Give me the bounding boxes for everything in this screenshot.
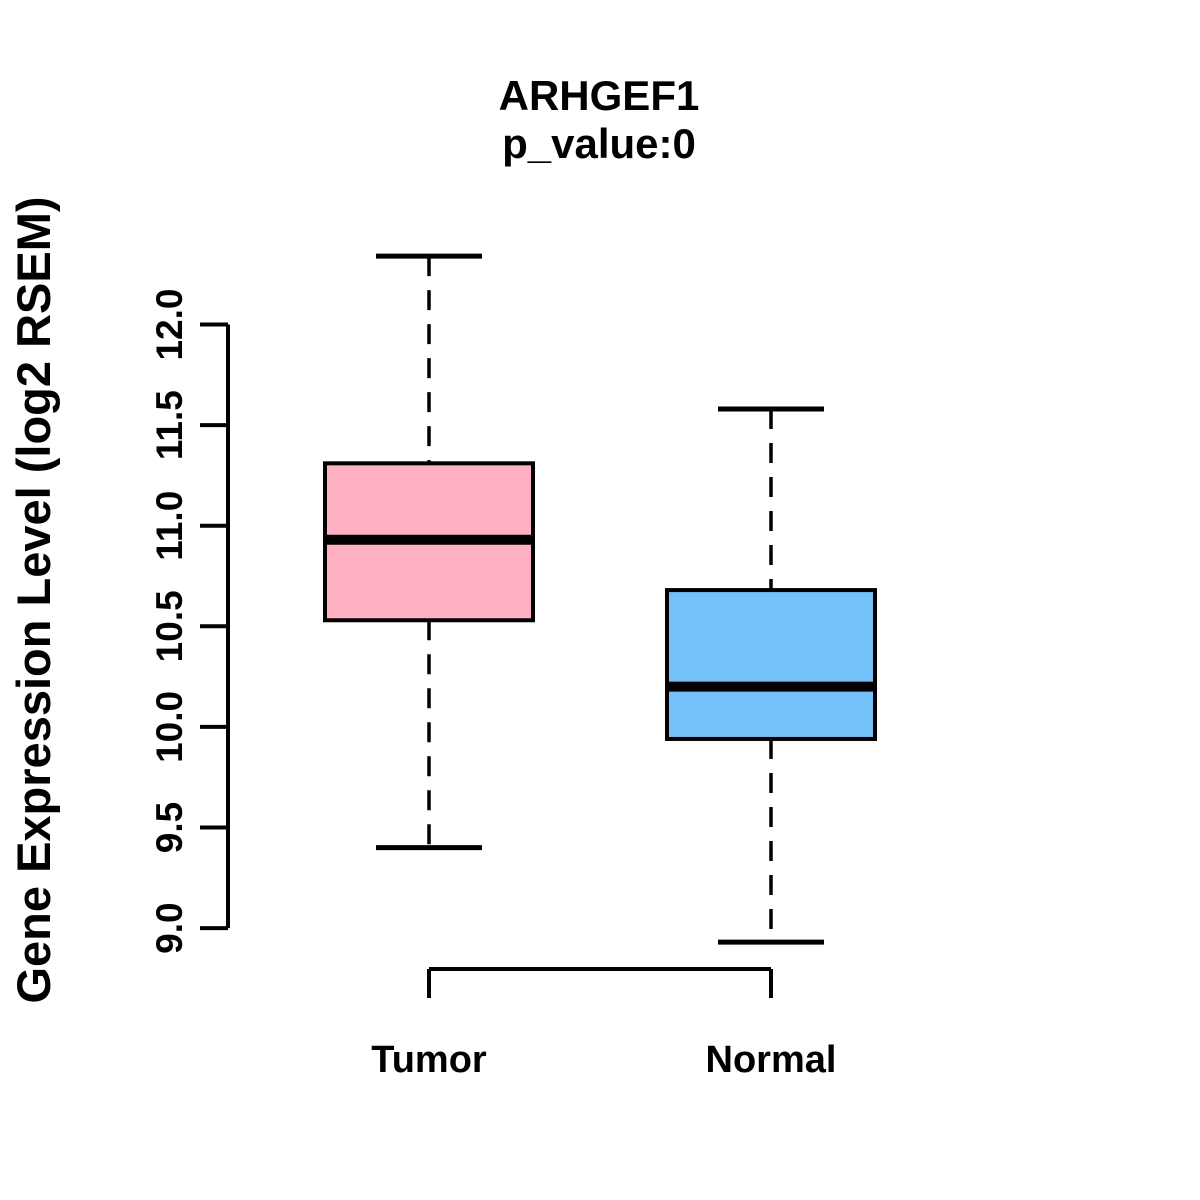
x-category-label-tumor: Tumor <box>371 1039 487 1081</box>
y-axis-title: Gene Expression Level (log2 RSEM) <box>7 196 60 1003</box>
x-category-label-normal: Normal <box>706 1039 837 1081</box>
y-axis-tick-label: 9.0 <box>149 902 190 953</box>
chart-subtitle: p_value:0 <box>502 120 696 167</box>
normal-box <box>665 588 877 741</box>
y-axis-tick-label: 9.5 <box>149 802 190 853</box>
y-axis-tick-label: 10.5 <box>149 590 190 662</box>
y-axis-tick-label: 10.0 <box>149 691 190 763</box>
y-axis-tick-label: 11.0 <box>149 491 190 561</box>
y-axis-tick-label: 11.5 <box>149 390 190 460</box>
chart-title: ARHGEF1 <box>499 72 700 119</box>
y-axis-tick-label: 12.0 <box>149 288 190 360</box>
